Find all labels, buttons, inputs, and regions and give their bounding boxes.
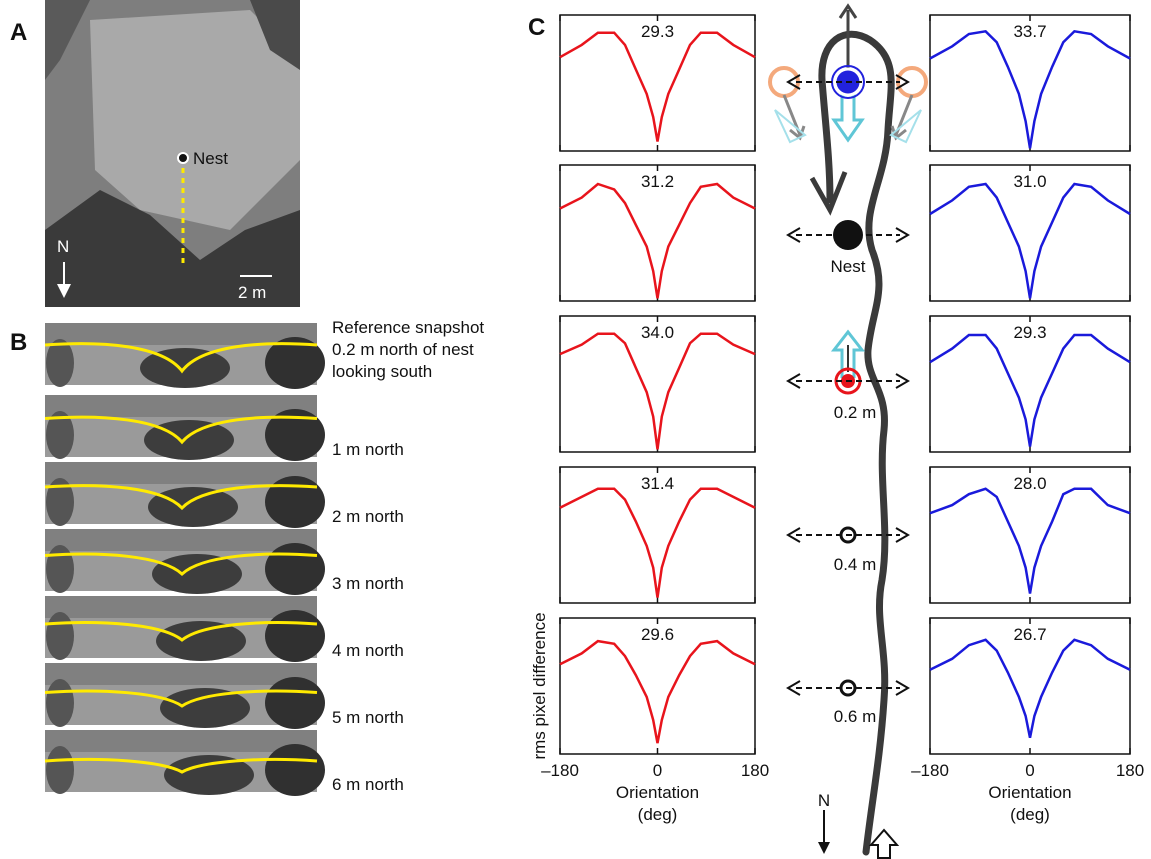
strip-caption: 2 m north bbox=[332, 507, 404, 526]
strip-tree bbox=[152, 554, 242, 594]
x-axis-label: (deg) bbox=[638, 805, 678, 824]
panel-label: C bbox=[528, 14, 545, 41]
route-diagram bbox=[768, 3, 928, 859]
strip-tree bbox=[46, 545, 74, 593]
position-label: Nest bbox=[831, 257, 866, 276]
strip-sky bbox=[45, 663, 317, 685]
strip-curve bbox=[44, 484, 318, 511]
strip-tree bbox=[46, 478, 74, 526]
strip-tree bbox=[265, 677, 325, 729]
position-label: 0.6 m bbox=[834, 707, 877, 726]
position-label: 0.2 m bbox=[834, 403, 877, 422]
strip-curve bbox=[44, 342, 318, 374]
strip-tree bbox=[46, 339, 74, 387]
strip-curve bbox=[44, 621, 318, 642]
panel-a-photo bbox=[45, 0, 300, 307]
strip-curve bbox=[44, 552, 318, 577]
x-tick-label: 180 bbox=[1116, 761, 1144, 780]
arrow-head bbox=[786, 373, 801, 389]
strip-caption: Reference snapshot bbox=[332, 318, 484, 337]
strip-sky bbox=[45, 395, 317, 417]
strip-sky bbox=[45, 730, 317, 752]
position-label: 0.4 m bbox=[834, 555, 877, 574]
strip-tree bbox=[148, 487, 238, 527]
strip-caption: 1 m north bbox=[332, 440, 404, 459]
y-axis-label: rms pixel difference bbox=[530, 612, 549, 759]
strip-caption: 3 m north bbox=[332, 574, 404, 593]
arrow-head bbox=[786, 527, 801, 543]
curve bbox=[929, 638, 1131, 738]
strip-tree bbox=[46, 411, 74, 459]
arrow-head bbox=[895, 373, 910, 389]
strip-tree bbox=[160, 688, 250, 728]
strip-caption: 4 m north bbox=[332, 641, 404, 660]
peak-label: 34.0 bbox=[641, 323, 674, 342]
strip-tree bbox=[265, 610, 325, 662]
curve bbox=[929, 487, 1131, 594]
panel-b-strips bbox=[44, 323, 325, 796]
curve bbox=[559, 31, 756, 142]
strip-tree bbox=[46, 679, 74, 727]
strip-sky bbox=[45, 596, 317, 618]
x-axis-label: Orientation bbox=[988, 783, 1071, 802]
curve bbox=[929, 182, 1131, 299]
strip-tree bbox=[156, 621, 246, 661]
strip-sky bbox=[45, 462, 317, 484]
strip-tree bbox=[265, 409, 325, 461]
peak-label: 31.2 bbox=[641, 172, 674, 191]
peak-label: 26.7 bbox=[1013, 625, 1046, 644]
strip-caption: 6 m north bbox=[332, 775, 404, 794]
x-tick-label: 180 bbox=[741, 761, 769, 780]
strip-tree bbox=[46, 746, 74, 794]
strip-sky bbox=[45, 323, 317, 345]
strip-caption: 5 m north bbox=[332, 708, 404, 727]
arrow-head bbox=[786, 227, 801, 243]
peak-label: 29.3 bbox=[641, 22, 674, 41]
curve bbox=[929, 333, 1131, 447]
strip-tree bbox=[46, 612, 74, 660]
strip-curve bbox=[44, 415, 318, 445]
strip-caption: looking south bbox=[332, 362, 432, 381]
peak-label: 29.6 bbox=[641, 625, 674, 644]
peak-label: 28.0 bbox=[1013, 474, 1046, 493]
panel-label: B bbox=[10, 329, 27, 356]
nest-label: Nest bbox=[193, 149, 228, 168]
arrow-head bbox=[895, 527, 910, 543]
arrow-head bbox=[895, 680, 910, 696]
strip-tree bbox=[265, 744, 325, 796]
arrow-head bbox=[786, 74, 801, 90]
x-tick-label: –180 bbox=[911, 761, 949, 780]
strip-caption: 0.2 m north of nest bbox=[332, 340, 474, 359]
north-label: N bbox=[818, 791, 830, 810]
curve bbox=[559, 639, 756, 744]
curve bbox=[559, 182, 756, 299]
strip-curve bbox=[44, 689, 318, 708]
panel-label: A bbox=[10, 19, 27, 46]
dashed-arrows bbox=[786, 74, 910, 696]
north-label: N bbox=[57, 237, 69, 256]
curve bbox=[929, 29, 1131, 149]
x-tick-label: 0 bbox=[653, 761, 662, 780]
strip-tree bbox=[164, 755, 254, 795]
strip-curve bbox=[44, 757, 318, 774]
arrow-head bbox=[786, 680, 801, 696]
x-axis-label: Orientation bbox=[616, 783, 699, 802]
peak-label: 29.3 bbox=[1013, 323, 1046, 342]
strip-tree bbox=[265, 543, 325, 595]
x-axis-label: (deg) bbox=[1010, 805, 1050, 824]
x-tick-label: 0 bbox=[1025, 761, 1034, 780]
peak-label: 31.0 bbox=[1013, 172, 1046, 191]
peak-label: 31.4 bbox=[641, 474, 674, 493]
peak-label: 33.7 bbox=[1013, 22, 1046, 41]
strip-sky bbox=[45, 529, 317, 551]
arrow-head bbox=[895, 227, 910, 243]
scale-label: 2 m bbox=[238, 283, 266, 302]
strip-tree bbox=[265, 476, 325, 528]
curve bbox=[559, 487, 756, 598]
curve bbox=[559, 332, 756, 450]
arrow-head bbox=[895, 74, 910, 90]
strip-tree bbox=[265, 337, 325, 389]
x-tick-label: –180 bbox=[541, 761, 579, 780]
